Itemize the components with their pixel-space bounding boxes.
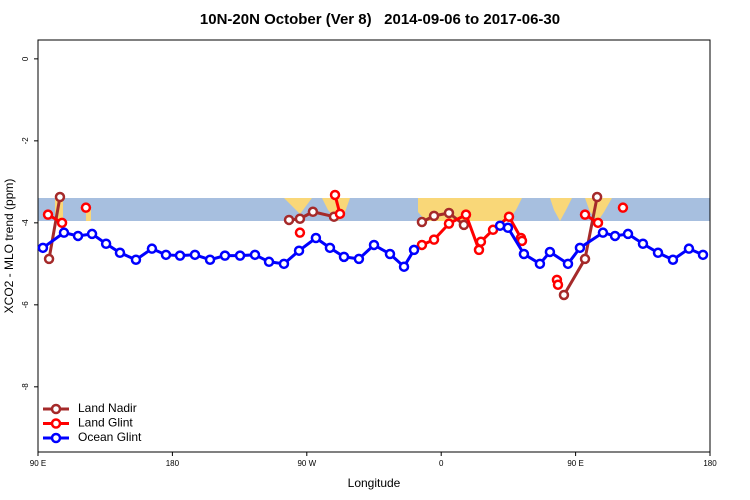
point [503,211,515,222]
point [37,242,49,254]
point [502,222,514,234]
point [579,253,591,265]
point [43,253,55,265]
point [219,250,231,261]
point [416,216,428,228]
point [428,234,440,245]
y-tick-label: 0 [21,56,30,61]
x-axis-label: Longitude [348,476,401,490]
point [562,258,574,270]
point [368,239,380,251]
land-mask [38,198,710,221]
point [443,218,455,229]
point [384,248,396,260]
x-tick-label: 90 W [297,459,316,468]
point [204,254,216,265]
point [58,227,70,238]
legend-marker [50,432,62,444]
point [249,249,261,261]
point [189,249,201,261]
y-tick-label: -8 [21,383,30,391]
point [667,254,679,265]
point [534,258,546,270]
point [592,217,604,229]
point [617,202,629,213]
y-axis-label: XCO2 - MLO trend (ppm) [2,179,16,314]
point [574,242,586,254]
point [609,230,621,242]
point [130,254,142,265]
y-tick-label: -2 [21,137,30,145]
point [416,239,428,251]
point [443,207,455,219]
point [597,227,609,238]
point [283,214,295,226]
legend-label: Land Glint [78,416,133,430]
point [652,247,664,259]
y-tick-label: -6 [21,301,30,309]
point [398,261,410,272]
plot-frame [37,39,711,453]
chart-title: 10N-20N October (Ver 8) 2014-09-06 to 20… [200,11,560,28]
point [591,191,603,203]
point [278,258,290,270]
x-tick-label: 90 E [30,459,46,468]
point [458,219,470,231]
point [518,248,530,260]
point [475,236,487,247]
point [622,228,634,240]
legend-label: Ocean Glint [78,430,142,444]
point [334,208,346,220]
x-tick-label: 0 [439,459,444,468]
point [293,245,305,256]
legend-marker [50,403,62,415]
point [329,189,341,201]
point [263,256,275,268]
point [234,250,246,261]
y-tick-label: -4 [21,219,30,227]
x-tick-label: 90 E [567,459,583,468]
point [338,251,350,263]
point [324,242,336,254]
point [42,209,54,220]
point [114,247,126,259]
point [552,279,564,290]
point [516,235,528,247]
point [294,227,306,238]
point [310,232,322,244]
series-line [47,196,599,296]
point [307,206,319,218]
point [579,209,591,220]
point [54,191,66,203]
point [160,249,172,261]
point [146,243,158,254]
x-tick-label: 180 [166,459,180,468]
point [80,202,92,213]
point [353,253,365,265]
point [697,249,709,261]
point [637,238,649,249]
point [56,217,68,229]
point [473,244,485,256]
point [86,228,98,240]
point [174,250,186,261]
point [460,209,472,220]
legend-label: Land Nadir [78,401,137,415]
x-tick-label: 180 [703,459,717,468]
legend-marker [50,418,62,429]
point [294,213,306,224]
point [72,230,84,242]
point [408,244,420,256]
point [683,243,695,254]
point [428,210,440,222]
point [558,289,570,301]
point [100,238,112,249]
point [544,246,556,258]
